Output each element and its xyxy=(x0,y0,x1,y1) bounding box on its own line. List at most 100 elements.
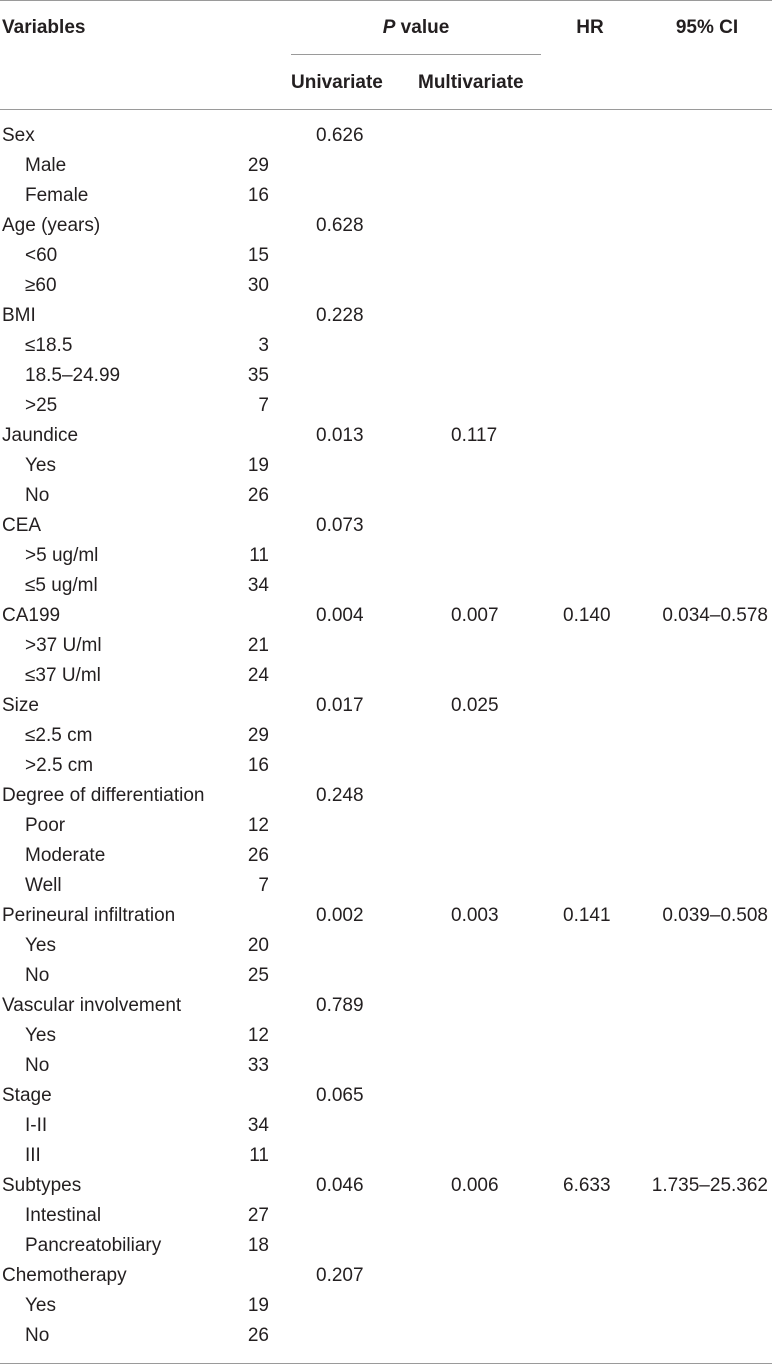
hazard-ratio: 0.141 xyxy=(563,905,611,926)
row-label: >37 U/ml xyxy=(25,635,102,656)
header-univariate: Univariate xyxy=(291,72,383,93)
row-count: 25 xyxy=(247,965,269,986)
table-row: No 26 xyxy=(0,1321,772,1351)
table-row: >25 7 xyxy=(0,391,772,421)
table-row: III 11 xyxy=(0,1141,772,1171)
row-count: 11 xyxy=(249,1145,269,1166)
header-p-rest: value xyxy=(395,17,450,38)
row-label: Well xyxy=(25,875,62,896)
row-count: 19 xyxy=(247,1295,269,1316)
row-count: 27 xyxy=(247,1205,269,1226)
row-label: Degree of differentiation xyxy=(2,785,205,806)
row-label: Size xyxy=(2,695,39,716)
row-count: 29 xyxy=(247,725,269,746)
row-count: 12 xyxy=(247,1025,269,1046)
row-label: III xyxy=(25,1145,41,1166)
table-row: BMI 0.228 xyxy=(0,301,772,331)
row-count: 7 xyxy=(258,875,269,896)
table-row: Size 0.017 0.025 xyxy=(0,691,772,721)
row-label: BMI xyxy=(2,305,36,326)
univariate-p: 0.073 xyxy=(316,515,364,536)
row-label: >25 xyxy=(25,395,58,416)
univariate-p: 0.207 xyxy=(316,1265,364,1286)
confidence-interval: 1.735–25.362 xyxy=(651,1175,768,1196)
row-count: 18 xyxy=(247,1235,269,1256)
univariate-p: 0.228 xyxy=(316,305,364,326)
univariate-p: 0.626 xyxy=(316,125,364,146)
row-count: 30 xyxy=(247,275,269,296)
row-count: 21 xyxy=(247,635,269,656)
confidence-interval: 0.034–0.578 xyxy=(662,605,768,626)
row-label: ≥60 xyxy=(25,275,57,296)
hazard-ratio: 0.140 xyxy=(563,605,611,626)
header-p-value-rule xyxy=(291,54,541,55)
row-label: No xyxy=(25,1325,50,1346)
table-row: Moderate 26 xyxy=(0,841,772,871)
table-row: 18.5–24.99 35 xyxy=(0,361,772,391)
row-count: 35 xyxy=(247,365,269,386)
row-count: 16 xyxy=(247,755,269,776)
row-label: Yes xyxy=(25,935,56,956)
row-label: 18.5–24.99 xyxy=(25,365,121,386)
hazard-ratio: 6.633 xyxy=(563,1175,611,1196)
table-row: No 25 xyxy=(0,961,772,991)
table-row: ≤2.5 cm 29 xyxy=(0,721,772,751)
table-row: Male 29 xyxy=(0,151,772,181)
table-row: No 33 xyxy=(0,1051,772,1081)
table-row: Well 7 xyxy=(0,871,772,901)
table-row: Jaundice 0.013 0.117 xyxy=(0,421,772,451)
table-row: Poor 12 xyxy=(0,811,772,841)
row-count: 12 xyxy=(247,815,269,836)
header-multivariate: Multivariate xyxy=(418,72,524,93)
multivariate-p: 0.003 xyxy=(451,905,499,926)
header-ci: 95% CI xyxy=(675,17,739,38)
row-label: Jaundice xyxy=(2,425,79,446)
table-row: ≤5 ug/ml 34 xyxy=(0,571,772,601)
table-bottom-rule xyxy=(0,1363,772,1364)
row-label: No xyxy=(25,965,50,986)
univariate-p: 0.789 xyxy=(316,995,364,1016)
row-label: <60 xyxy=(25,245,58,266)
table-row: Vascular involvement 0.789 xyxy=(0,991,772,1021)
multivariate-p: 0.006 xyxy=(451,1175,499,1196)
univariate-p: 0.248 xyxy=(316,785,364,806)
row-count: 34 xyxy=(247,575,269,596)
header-p-value: P value xyxy=(291,16,541,40)
row-label: Pancreatobiliary xyxy=(25,1235,162,1256)
table-row: Chemotherapy 0.207 xyxy=(0,1261,772,1291)
row-label: Yes xyxy=(25,455,56,476)
row-label: ≤2.5 cm xyxy=(25,725,93,746)
univariate-p: 0.002 xyxy=(316,905,364,926)
row-label: Yes xyxy=(25,1025,56,1046)
table-row: <60 15 xyxy=(0,241,772,271)
table-row: Yes 20 xyxy=(0,931,772,961)
row-count: 16 xyxy=(247,185,269,206)
header-variables: Variables xyxy=(2,17,86,38)
table-row: Yes 19 xyxy=(0,1291,772,1321)
multivariate-p: 0.025 xyxy=(451,695,499,716)
table-row: Yes 19 xyxy=(0,451,772,481)
row-label: Female xyxy=(25,185,89,206)
header-p-italic: P xyxy=(382,17,396,38)
row-count: 26 xyxy=(247,845,269,866)
table-row: Sex 0.626 xyxy=(0,121,772,151)
table-row: Intestinal 27 xyxy=(0,1201,772,1231)
univariate-p: 0.013 xyxy=(316,425,364,446)
row-label: Yes xyxy=(25,1295,56,1316)
table-row: >2.5 cm 16 xyxy=(0,751,772,781)
table-row: Degree of differentiation 0.248 xyxy=(0,781,772,811)
row-count: 7 xyxy=(258,395,269,416)
table-row: CA199 0.004 0.007 0.140 0.034–0.578 xyxy=(0,601,772,631)
univariate-p: 0.004 xyxy=(316,605,364,626)
row-count: 11 xyxy=(249,545,269,566)
univariate-p: 0.017 xyxy=(316,695,364,716)
row-label: Intestinal xyxy=(25,1205,102,1226)
table-row: Age (years) 0.628 xyxy=(0,211,772,241)
table-row: Perineural infiltration 0.002 0.003 0.141 0.… xyxy=(0,901,772,931)
table-row: ≤18.5 3 xyxy=(0,331,772,361)
univariate-p: 0.065 xyxy=(316,1085,364,1106)
row-count: 29 xyxy=(247,155,269,176)
confidence-interval: 0.039–0.508 xyxy=(662,905,768,926)
multivariate-p: 0.117 xyxy=(451,425,498,446)
table-row: ≤37 U/ml 24 xyxy=(0,661,772,691)
